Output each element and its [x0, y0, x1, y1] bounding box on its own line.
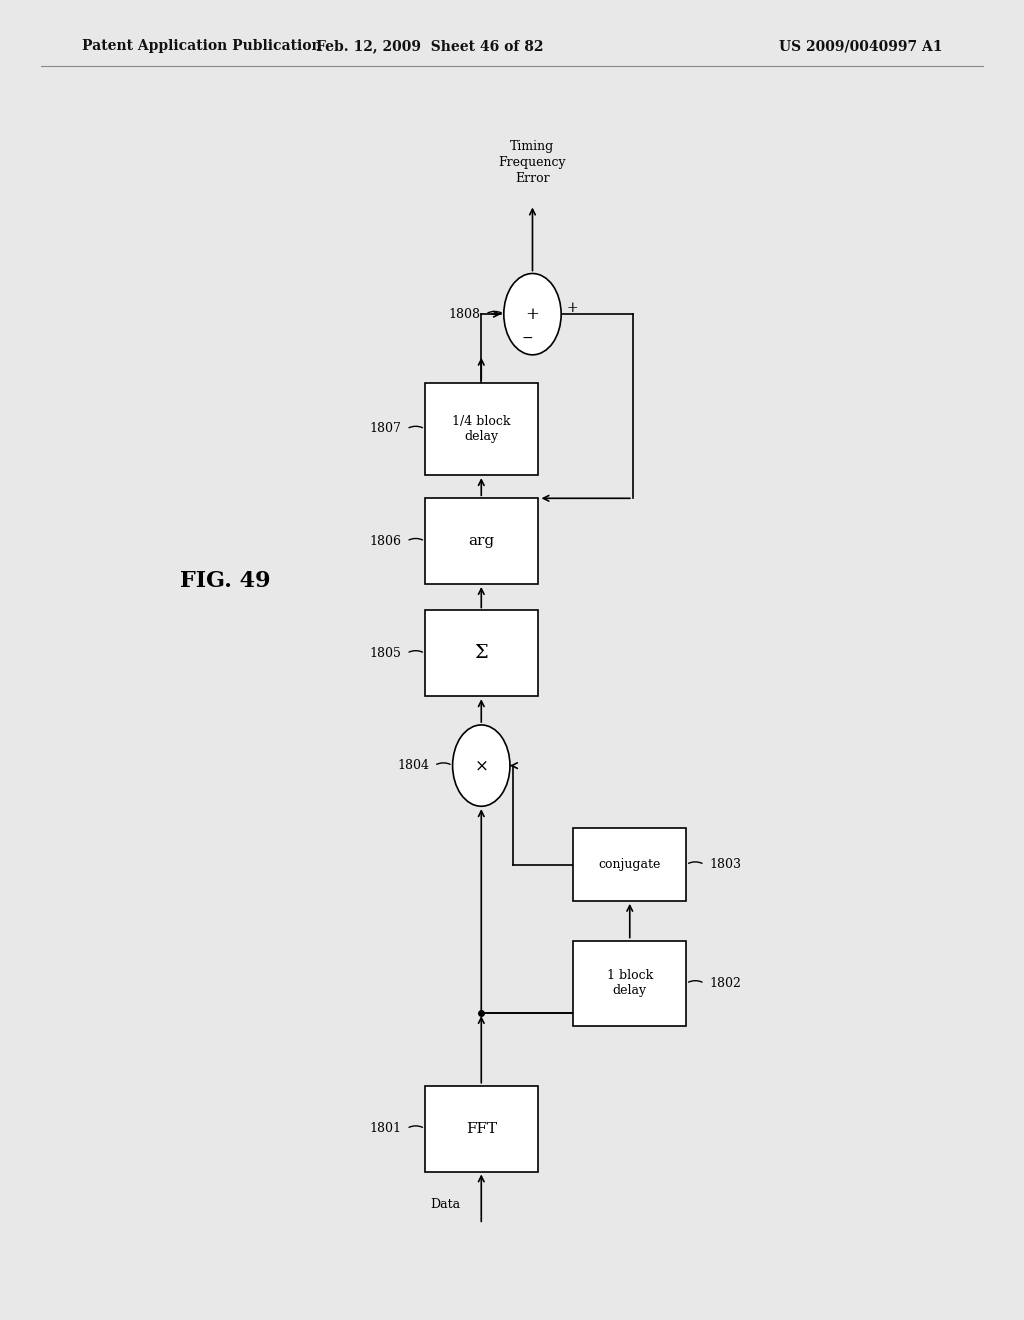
Text: 1803: 1803 — [710, 858, 741, 871]
Text: 1 block
delay: 1 block delay — [606, 969, 653, 998]
Text: Patent Application Publication: Patent Application Publication — [82, 40, 322, 53]
Text: Feb. 12, 2009  Sheet 46 of 82: Feb. 12, 2009 Sheet 46 of 82 — [316, 40, 544, 53]
Text: 1806: 1806 — [370, 535, 401, 548]
Text: arg: arg — [468, 535, 495, 548]
Ellipse shape — [504, 273, 561, 355]
Text: +: + — [525, 306, 540, 322]
Text: 1801: 1801 — [370, 1122, 401, 1135]
Text: 1808: 1808 — [449, 308, 480, 321]
Text: ×: × — [474, 758, 488, 774]
Text: 1/4 block
delay: 1/4 block delay — [452, 414, 511, 444]
Bar — [573, 940, 686, 1027]
Text: Timing
Frequency
Error: Timing Frequency Error — [499, 140, 566, 185]
Text: FFT: FFT — [466, 1122, 497, 1135]
Text: Σ: Σ — [474, 644, 488, 663]
Text: 1802: 1802 — [710, 977, 741, 990]
Bar — [425, 498, 538, 583]
Text: FIG. 49: FIG. 49 — [180, 570, 270, 591]
Bar — [425, 1085, 538, 1172]
Text: +: + — [566, 301, 578, 314]
Text: conjugate: conjugate — [599, 858, 660, 871]
Bar — [425, 383, 538, 475]
Text: Data: Data — [431, 1199, 461, 1210]
Text: 1805: 1805 — [370, 647, 401, 660]
Text: US 2009/0040997 A1: US 2009/0040997 A1 — [778, 40, 942, 53]
Ellipse shape — [453, 725, 510, 807]
Text: 1804: 1804 — [397, 759, 429, 772]
Bar — [573, 829, 686, 902]
Bar — [425, 610, 538, 697]
Text: 1807: 1807 — [370, 422, 401, 436]
Text: −: − — [521, 331, 534, 345]
